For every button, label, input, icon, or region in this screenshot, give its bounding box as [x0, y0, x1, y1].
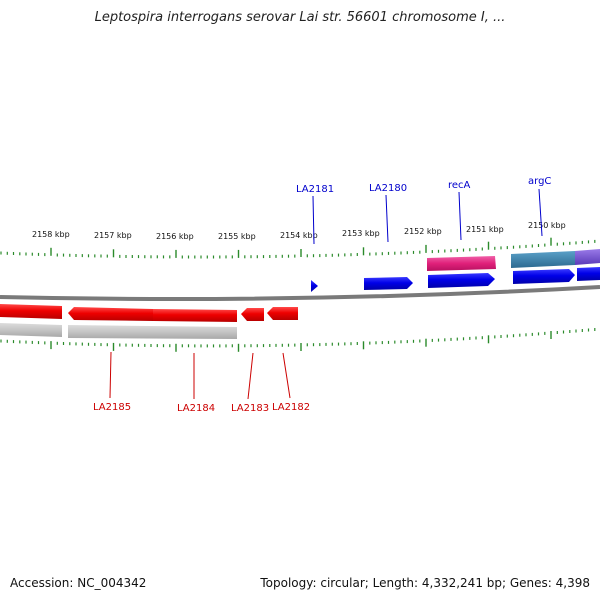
label-recA[interactable]: recA — [448, 180, 471, 191]
pseudo-track-main — [68, 325, 237, 339]
label-leader — [385, 194, 389, 243]
gene-recA-rrna[interactable] — [427, 256, 496, 271]
gene-teal[interactable] — [511, 251, 575, 268]
map-title: Leptospira interrogans serovar Lai str. … — [94, 10, 506, 25]
tick-label: 2153 kbp — [342, 229, 380, 238]
label-LA2182[interactable]: LA2182 — [272, 402, 310, 413]
label-LA2185[interactable]: LA2185 — [93, 402, 131, 413]
chromosome-backbone — [0, 285, 600, 302]
label-leader — [282, 352, 291, 399]
tick-label: 2155 kbp — [218, 232, 256, 241]
tick-label: 2150 kbp — [528, 221, 566, 230]
tick-labels: 2158 kbp 2157 kbp 2156 kbp 2155 kbp 2154… — [32, 221, 566, 241]
gene-LA2181[interactable] — [311, 280, 318, 292]
label-leader — [312, 195, 315, 245]
reverse-strand-genes — [0, 304, 298, 339]
label-leader — [458, 191, 462, 241]
accession-text: Accession: NC_004342 — [10, 576, 147, 590]
tick-label: 2157 kbp — [94, 231, 132, 240]
tick-label: 2152 kbp — [404, 227, 442, 236]
label-leader — [109, 351, 112, 399]
gene-LA2182[interactable] — [267, 307, 298, 320]
gene-LA2180[interactable] — [364, 277, 413, 290]
tick-label: 2154 kbp — [280, 231, 318, 240]
label-LA2183[interactable]: LA2183 — [231, 403, 269, 414]
tick-label: 2158 kbp — [32, 230, 70, 239]
forward-gene-labels: LA2181 LA2180 recA argC — [296, 176, 551, 245]
label-leader — [538, 188, 543, 237]
label-leader — [247, 352, 254, 400]
topology-text: Topology: circular; Length: 4,332,241 bp… — [260, 576, 590, 590]
forward-strand-genes — [311, 249, 600, 292]
label-LA2181[interactable]: LA2181 — [296, 184, 334, 195]
label-LA2184[interactable]: LA2184 — [177, 403, 215, 414]
label-argC[interactable]: argC — [528, 176, 551, 187]
label-LA2180[interactable]: LA2180 — [369, 183, 407, 194]
reverse-gene-labels: LA2185 LA2184 LA2183 LA2182 — [93, 351, 310, 414]
gene-next[interactable] — [577, 267, 600, 281]
gene-LA2185[interactable] — [68, 307, 153, 321]
tick-label: 2156 kbp — [156, 232, 194, 241]
pseudo-track-left — [0, 323, 62, 337]
gene-argC[interactable] — [513, 269, 575, 284]
tick-label: 2151 kbp — [466, 225, 504, 234]
gene-purple[interactable] — [575, 249, 600, 265]
gene-reverse-edge[interactable] — [0, 304, 62, 319]
gene-LA2183[interactable] — [241, 308, 264, 321]
upper-tick-track — [0, 237, 596, 259]
gene-recA[interactable] — [428, 273, 495, 288]
lower-tick-track — [0, 328, 596, 352]
gene-LA2184[interactable] — [153, 309, 237, 322]
